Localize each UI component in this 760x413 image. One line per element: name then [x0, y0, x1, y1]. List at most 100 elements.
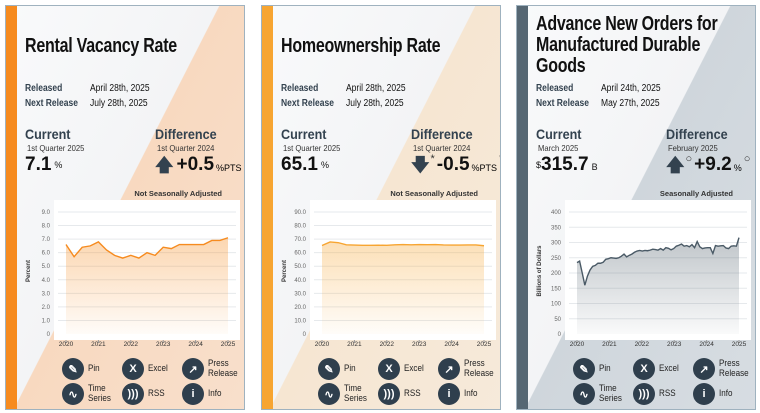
data-point[interactable]: [377, 244, 380, 247]
time-series-button[interactable]: ∿ Time Series: [318, 383, 384, 405]
significance-marker[interactable]: *: [430, 153, 435, 165]
data-point[interactable]: [638, 249, 641, 252]
data-point[interactable]: [646, 249, 649, 252]
data-point[interactable]: [576, 261, 579, 264]
data-point[interactable]: [719, 244, 722, 247]
data-point[interactable]: [121, 257, 124, 260]
data-point[interactable]: [636, 250, 639, 253]
info-button[interactable]: i Info: [693, 383, 755, 405]
data-point[interactable]: [730, 245, 733, 248]
data-point[interactable]: [690, 243, 693, 246]
data-point[interactable]: [178, 243, 181, 246]
data-point[interactable]: [466, 243, 469, 246]
data-point[interactable]: [602, 261, 605, 264]
significance-marker-2[interactable]: *: [499, 154, 500, 165]
data-point[interactable]: [410, 243, 413, 246]
card-title[interactable]: Homeownership Rate: [281, 35, 441, 57]
data-point[interactable]: [609, 256, 612, 259]
data-point[interactable]: [732, 244, 735, 247]
data-point[interactable]: [578, 260, 581, 263]
data-point[interactable]: [450, 244, 453, 247]
data-point[interactable]: [615, 257, 618, 260]
data-point[interactable]: [711, 252, 714, 255]
data-point[interactable]: [393, 243, 396, 246]
data-point[interactable]: [137, 257, 140, 260]
data-point[interactable]: [402, 243, 405, 246]
info-button[interactable]: i Info: [182, 383, 244, 405]
data-point[interactable]: [607, 257, 610, 260]
card-title[interactable]: Rental Vacancy Rate: [25, 35, 177, 57]
data-point[interactable]: [210, 239, 213, 242]
data-point[interactable]: [73, 255, 76, 258]
time-series-button[interactable]: ∿ Time Series: [62, 383, 128, 405]
data-point[interactable]: [483, 244, 486, 247]
data-point[interactable]: [620, 255, 623, 258]
data-point[interactable]: [170, 247, 173, 250]
data-point[interactable]: [604, 258, 607, 261]
data-point[interactable]: [218, 239, 221, 242]
data-point[interactable]: [194, 243, 197, 246]
excel-button[interactable]: X Excel: [378, 358, 444, 380]
pin-button[interactable]: ✎ Pin: [62, 358, 128, 380]
data-point[interactable]: [97, 240, 100, 243]
data-point[interactable]: [709, 246, 712, 249]
time-series-button[interactable]: ∿ Time Series: [573, 383, 639, 405]
data-point[interactable]: [641, 250, 644, 253]
significance-marker-2[interactable]: ○: [743, 153, 751, 165]
data-point[interactable]: [591, 265, 594, 268]
data-point[interactable]: [337, 241, 340, 244]
data-point[interactable]: [105, 248, 108, 251]
data-point[interactable]: [722, 244, 725, 247]
data-point[interactable]: [586, 275, 589, 278]
rss-button[interactable]: ))) RSS: [122, 383, 188, 405]
data-point[interactable]: [677, 244, 680, 247]
data-point[interactable]: [664, 246, 667, 249]
pin-button[interactable]: ✎ Pin: [573, 358, 639, 380]
data-point[interactable]: [113, 254, 116, 257]
data-point[interactable]: [369, 244, 372, 247]
data-point[interactable]: [688, 245, 691, 248]
data-point[interactable]: [202, 243, 205, 246]
data-point[interactable]: [623, 253, 626, 256]
data-point[interactable]: [698, 245, 701, 248]
data-point[interactable]: [735, 245, 738, 248]
data-point[interactable]: [654, 248, 657, 251]
data-point[interactable]: [583, 284, 586, 287]
data-point[interactable]: [596, 262, 599, 265]
data-point[interactable]: [353, 244, 356, 247]
data-point[interactable]: [617, 256, 620, 259]
data-point[interactable]: [227, 236, 230, 239]
data-point[interactable]: [643, 249, 646, 252]
data-point[interactable]: [685, 244, 688, 247]
data-point[interactable]: [426, 243, 429, 246]
data-point[interactable]: [65, 243, 68, 246]
press-release-button[interactable]: ↗ Press Release: [182, 358, 244, 380]
data-point[interactable]: [657, 249, 660, 252]
data-point[interactable]: [704, 246, 707, 249]
rss-button[interactable]: ))) RSS: [378, 383, 444, 405]
data-point[interactable]: [667, 247, 670, 250]
data-point[interactable]: [434, 243, 437, 246]
data-point[interactable]: [701, 247, 704, 250]
data-point[interactable]: [696, 240, 699, 243]
data-point[interactable]: [672, 247, 675, 250]
data-point[interactable]: [599, 262, 602, 265]
data-point[interactable]: [683, 245, 686, 248]
data-point[interactable]: [662, 249, 665, 252]
press-release-button[interactable]: ↗ Press Release: [438, 358, 500, 380]
data-point[interactable]: [418, 243, 421, 246]
data-point[interactable]: [329, 240, 332, 243]
data-point[interactable]: [706, 246, 709, 249]
info-button[interactable]: i Info: [438, 383, 500, 405]
data-point[interactable]: [89, 244, 92, 247]
data-point[interactable]: [594, 264, 597, 267]
data-point[interactable]: [162, 246, 165, 249]
data-point[interactable]: [680, 243, 683, 246]
data-point[interactable]: [659, 247, 662, 250]
data-point[interactable]: [628, 254, 631, 257]
data-point[interactable]: [81, 246, 84, 249]
data-point[interactable]: [146, 251, 149, 254]
data-point[interactable]: [717, 245, 720, 248]
data-point[interactable]: [630, 253, 633, 256]
data-point[interactable]: [474, 243, 477, 246]
